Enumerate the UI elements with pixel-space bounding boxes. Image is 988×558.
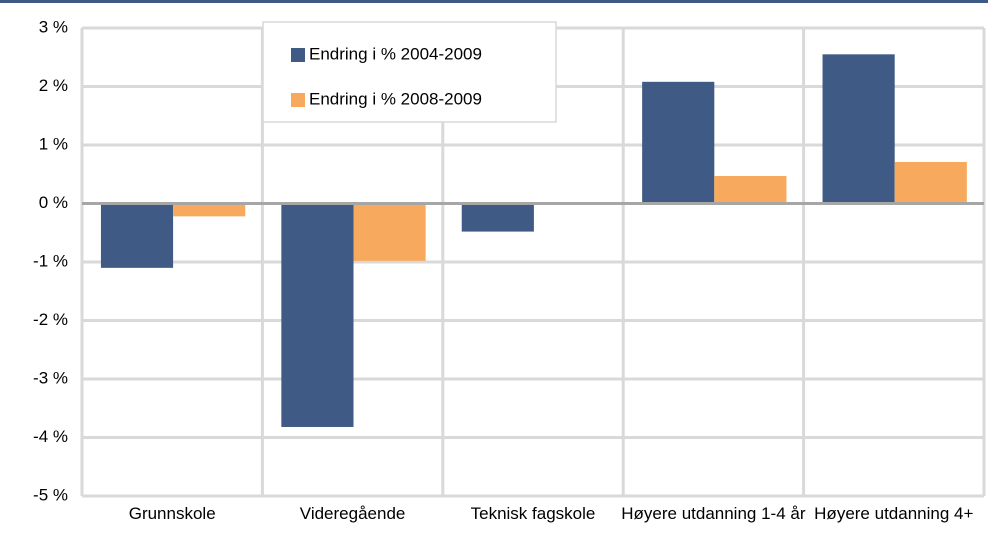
bar bbox=[822, 54, 895, 204]
y-tick-label: 0 % bbox=[39, 193, 68, 212]
y-tick-label: 1 % bbox=[39, 134, 68, 153]
bar bbox=[173, 203, 246, 217]
bar bbox=[353, 203, 426, 261]
x-tick-label: Grunnskole bbox=[128, 504, 216, 523]
y-tick-label: -4 % bbox=[33, 427, 68, 446]
top-border bbox=[0, 0, 988, 3]
legend-swatch bbox=[291, 93, 305, 107]
legend-label: Endring i % 2004-2009 bbox=[309, 44, 482, 63]
bar bbox=[281, 203, 354, 427]
y-tick-label: -2 % bbox=[33, 310, 68, 329]
bar bbox=[894, 161, 967, 204]
legend-label: Endring i % 2008-2009 bbox=[309, 89, 482, 108]
legend-box bbox=[262, 21, 557, 123]
y-tick-label: -5 % bbox=[33, 485, 68, 504]
bar bbox=[461, 203, 534, 232]
bar bbox=[714, 176, 787, 204]
y-tick-label: 2 % bbox=[39, 76, 68, 95]
legend-swatch bbox=[291, 48, 305, 62]
y-tick-label: -3 % bbox=[33, 368, 68, 387]
y-tick-label: 3 % bbox=[39, 17, 68, 36]
x-tick-label: Videregående bbox=[299, 504, 406, 523]
y-tick-label: -1 % bbox=[33, 251, 68, 270]
bar bbox=[100, 203, 174, 268]
x-tick-label: Teknisk fagskole bbox=[470, 504, 596, 523]
x-tick-label: Høyere utdanning 1-4 år bbox=[621, 504, 806, 523]
x-tick-label: Høyere utdanning 4+ bbox=[814, 504, 974, 523]
bar bbox=[642, 81, 715, 204]
